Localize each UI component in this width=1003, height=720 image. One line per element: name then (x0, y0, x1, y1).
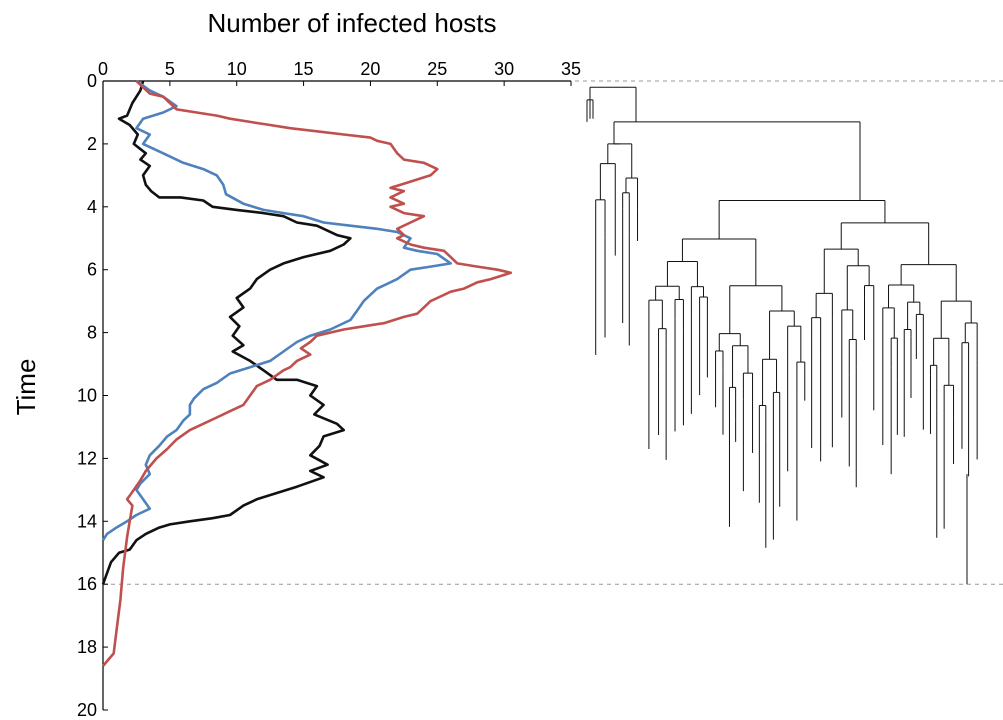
y-tick-label: 4 (87, 197, 97, 217)
x-tick-label: 0 (98, 59, 108, 79)
x-tick-label: 10 (227, 59, 247, 79)
y-axis-label: Time (11, 359, 41, 416)
axes: 0 5 10 15 20 25 30 35 0 2 4 6 8 10 12 14 16 18 20 (77, 59, 1003, 720)
series-line (102, 80, 513, 667)
y-tick-label: 14 (77, 511, 97, 531)
phylogenetic-tree (586, 86, 978, 585)
x-tick-label: 25 (427, 59, 447, 79)
y-tick-label: 6 (87, 260, 97, 280)
x-tick-label: 20 (360, 59, 380, 79)
series-line (101, 80, 352, 585)
x-axis-label: Number of infected hosts (207, 8, 496, 38)
y-tick-label: 12 (77, 448, 97, 468)
y-tick-label: 18 (77, 637, 97, 657)
y-tick-label: 0 (87, 71, 97, 91)
x-tick-label: 35 (561, 59, 581, 79)
series-line (101, 79, 452, 541)
y-tick-label: 8 (87, 323, 97, 343)
x-tick-label: 15 (294, 59, 314, 79)
infection-curves (101, 79, 513, 667)
x-tick-label: 30 (494, 59, 514, 79)
y-tick-label: 2 (87, 134, 97, 154)
y-tick-label: 10 (77, 386, 97, 406)
y-tick-label: 16 (77, 574, 97, 594)
y-tick-label: 20 (77, 700, 97, 720)
x-tick-label: 5 (165, 59, 175, 79)
